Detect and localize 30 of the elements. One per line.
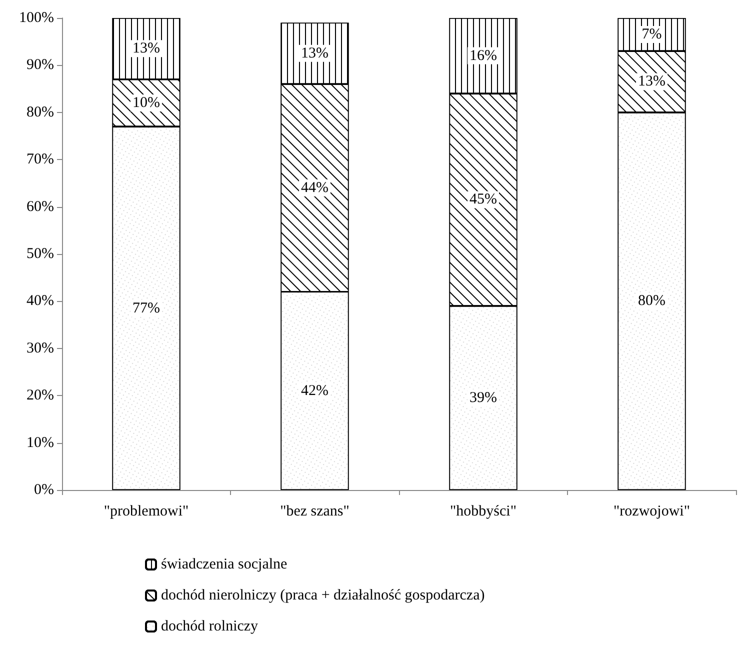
data-label: 45% <box>470 192 497 208</box>
y-tick-label: 60% <box>26 198 54 215</box>
data-label: 13% <box>301 45 328 62</box>
data-label: 77% <box>132 300 160 316</box>
y-tick-label: 50% <box>26 246 54 262</box>
y-tick-label: 100% <box>19 10 54 26</box>
legend-label: świadczenia socjalne <box>161 556 288 572</box>
x-tick-label: "rozwojowi" <box>614 504 690 520</box>
y-tick-label: 70% <box>26 152 54 168</box>
legend-label: dochód rolniczy <box>161 618 259 634</box>
data-label: 44% <box>301 180 328 196</box>
data-label: 10% <box>132 94 160 111</box>
legend-label: dochód nierolniczy (praca + działalność gospodarcza) <box>161 588 485 604</box>
data-label: 39% <box>470 390 497 406</box>
y-tick-label: 10% <box>26 434 54 451</box>
data-label: 13% <box>638 74 666 90</box>
data-label: 80% <box>638 293 666 310</box>
y-tick-label: 20% <box>26 388 54 404</box>
y-tick-label: 90% <box>26 57 54 74</box>
y-tick-label: 40% <box>26 293 54 310</box>
data-label: 16% <box>470 48 497 64</box>
x-tick-label: "bez szans" <box>280 504 350 520</box>
x-tick-label: "hobbyści" <box>450 504 516 520</box>
data-label: 13% <box>132 40 160 57</box>
data-label: 7% <box>642 26 662 43</box>
y-tick-label: 0% <box>34 482 54 498</box>
data-label: 42% <box>301 382 328 399</box>
x-tick-label: "problemowi" <box>104 504 189 520</box>
y-tick-label: 80% <box>26 104 54 120</box>
y-tick-label: 30% <box>26 340 54 356</box>
